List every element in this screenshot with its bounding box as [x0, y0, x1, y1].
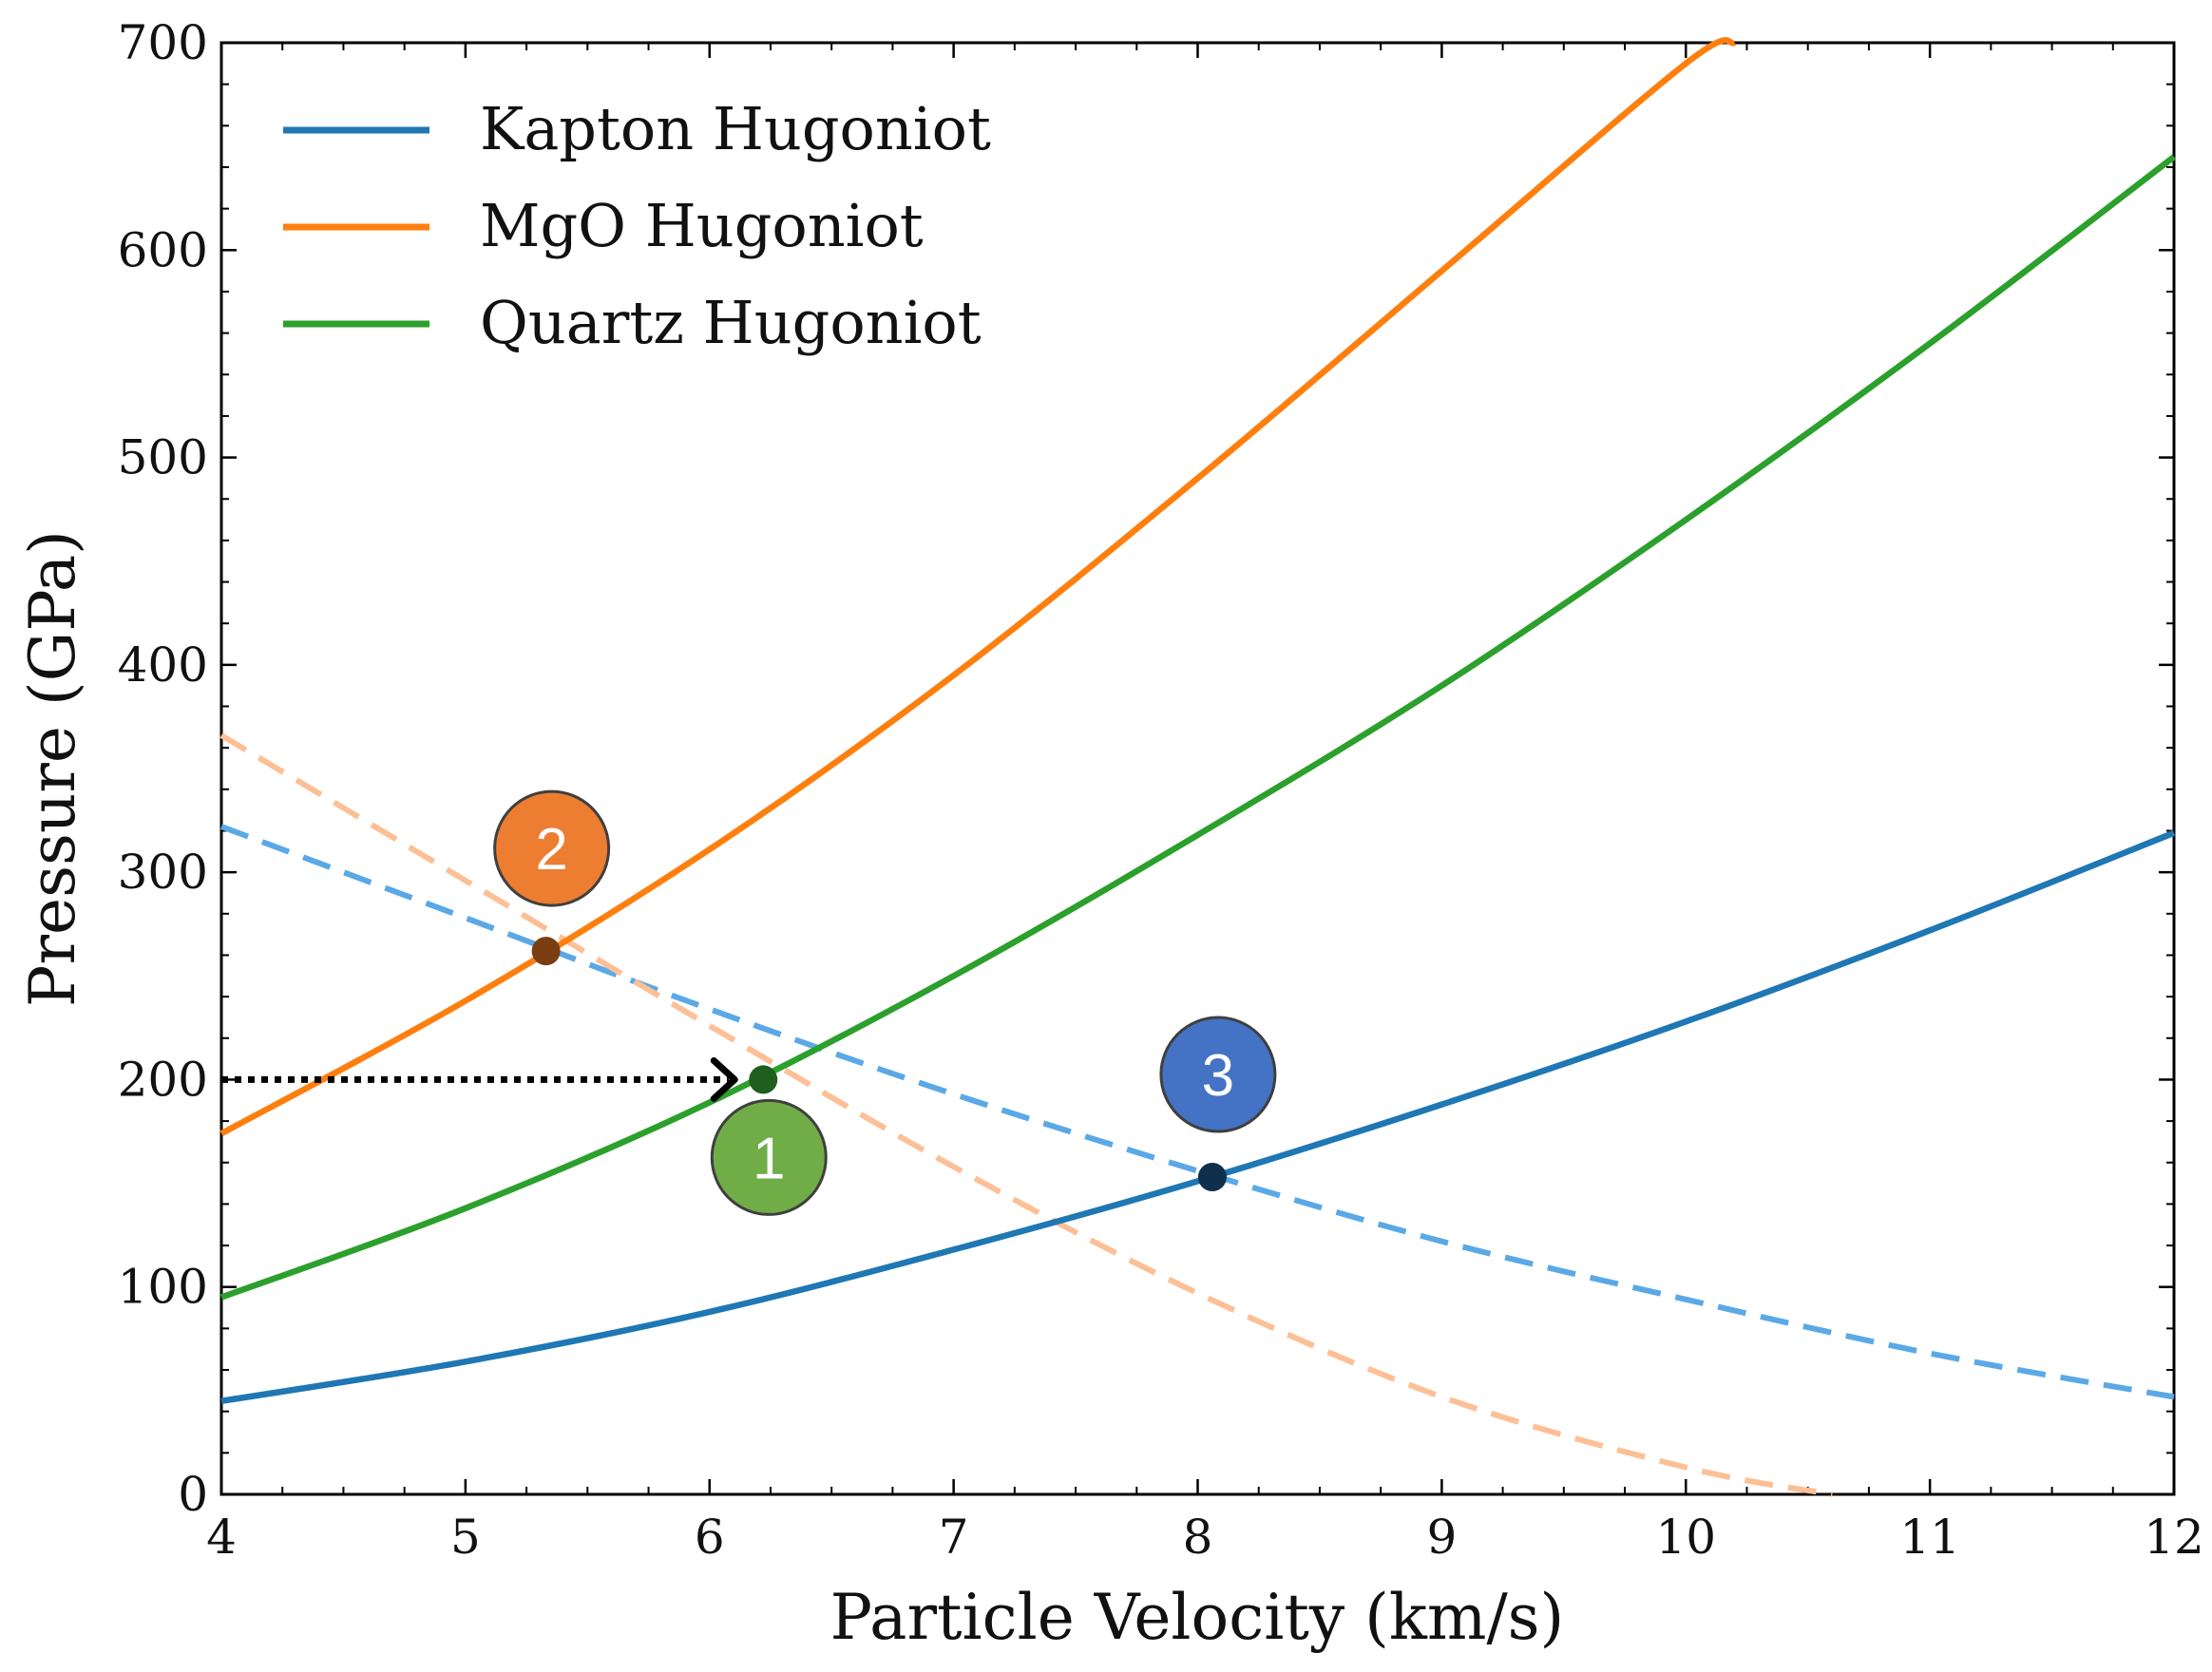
- y-tick-label: 700: [118, 15, 208, 70]
- legend: Kapton Hugoniot MgO Hugoniot Quartz Hugoni…: [283, 94, 991, 357]
- y-tick-label: 600: [118, 222, 208, 277]
- y-tick-label: 100: [118, 1260, 208, 1315]
- y-axis-title: Pressure (GPa): [16, 530, 89, 1007]
- y-tick-label: 300: [118, 845, 208, 900]
- series-line-2: [219, 154, 2176, 1301]
- x-tick-label: 5: [450, 1510, 481, 1565]
- y-tick-label: 400: [118, 637, 208, 693]
- y-tick-label: 0: [178, 1467, 208, 1522]
- dashed-curve-3: [219, 824, 2175, 1400]
- point-badge-label: 3: [1202, 1043, 1234, 1109]
- intersection-point-1: [749, 1065, 778, 1094]
- y-tick-label: 500: [118, 430, 208, 485]
- series-line-0: [220, 829, 2176, 1405]
- plot-area: [219, 41, 2176, 1496]
- x-tick-label: 10: [1655, 1510, 1716, 1565]
- legend-label: MgO Hugoniot: [480, 191, 924, 260]
- x-tick-label: 8: [1183, 1510, 1213, 1565]
- y-tick-label: 200: [118, 1052, 208, 1107]
- point-badge-label: 2: [535, 817, 567, 883]
- x-tick-label: 4: [206, 1510, 237, 1565]
- dashed-curve-4: [219, 732, 1833, 1497]
- legend-label: Quartz Hugoniot: [480, 288, 982, 357]
- intersection-point-3: [1197, 1163, 1227, 1192]
- point-badge-label: 1: [753, 1126, 785, 1191]
- series-line-1: [219, 37, 1736, 1137]
- annotations: 1 2 3: [221, 789, 1277, 1216]
- point-badge-3: [1159, 1016, 1277, 1133]
- x-tick-label: 7: [939, 1510, 969, 1565]
- x-tick-label: 6: [695, 1510, 725, 1565]
- x-axis-title: Particle Velocity (km/s): [830, 1581, 1565, 1654]
- arrow-head: [710, 1056, 738, 1102]
- x-tick-label: 11: [1899, 1510, 1960, 1565]
- x-tick-label: 12: [2144, 1510, 2204, 1565]
- intersection-point-2: [531, 937, 561, 966]
- x-tick-label: 9: [1426, 1510, 1457, 1565]
- series-lines: [219, 37, 2176, 1497]
- legend-label: Kapton Hugoniot: [480, 94, 991, 163]
- point-badge-2: [493, 789, 611, 907]
- point-badge-1: [710, 1098, 828, 1216]
